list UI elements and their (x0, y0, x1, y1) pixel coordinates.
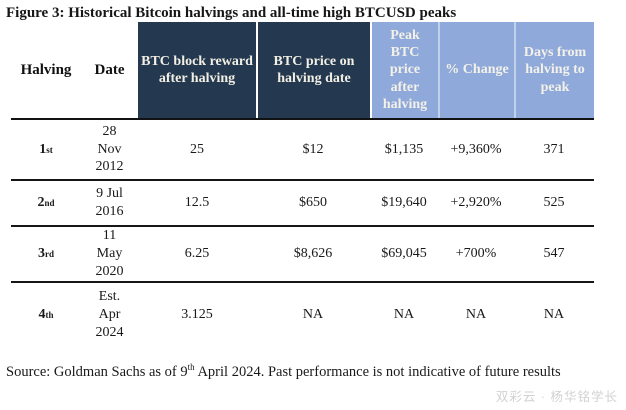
halving-price-value: $650 (299, 195, 327, 210)
ordinal-number: 1 (39, 141, 47, 157)
block-reward-value: 6.25 (184, 246, 210, 261)
halving-date: 28 Nov 2012 (95, 123, 124, 175)
halving-price-value: $12 (302, 141, 324, 157)
col-header-block-reward: BTC block reward after halving (138, 22, 256, 118)
source-text-suffix: April 2024. Past performance is not indi… (194, 364, 561, 380)
halvings-table: Halving Date BTC block reward after halv… (11, 22, 594, 347)
col-header-days-to-peak: Days from halving to peak (514, 22, 594, 118)
days-to-peak-value: 525 (543, 195, 565, 210)
block-reward-value: 25 (190, 141, 204, 157)
halving-date: 11 May 2020 (95, 228, 124, 279)
pct-change-value: +9,360% (450, 141, 502, 157)
ordinal-number: 3 (38, 246, 45, 261)
col-header-halving-price: BTC price on halving date (256, 22, 370, 118)
peak-price-value: $1,135 (384, 141, 424, 157)
watermark-text: 双彩云 · 杨华铭学长 (495, 390, 618, 404)
pct-change-value: +2,920% (450, 195, 502, 210)
days-to-peak-value: 371 (543, 141, 565, 157)
halving-price-value: NA (302, 307, 324, 322)
col-header-peak-price: Peak BTC price after halving (370, 22, 438, 118)
source-note: Source: Goldman Sachs as of 9th April 20… (6, 362, 606, 382)
figure-title: Figure 3: Historical Bitcoin halvings an… (6, 5, 457, 21)
header-divider-rule (11, 118, 594, 120)
days-to-peak-value: 547 (543, 246, 565, 261)
pct-change-value: +700% (455, 246, 497, 261)
col-header-date: Date (94, 61, 125, 78)
peak-price-value: NA (393, 307, 415, 322)
ordinal-number: 4 (38, 307, 46, 322)
block-reward-value: 12.5 (184, 195, 210, 210)
ordinal-number: 2 (37, 195, 45, 210)
block-reward-value: 3.125 (181, 307, 213, 322)
days-to-peak-value: NA (543, 307, 565, 322)
halving-price-value: $8,626 (293, 246, 333, 261)
source-text-prefix: Source: Goldman Sachs as of 9 (6, 364, 188, 380)
halving-date: Est. Apr 2024 (95, 289, 124, 340)
halving-date: 9 Jul 2016 (95, 186, 124, 219)
col-header-halving: Halving (20, 61, 72, 78)
source-ordinal-suffix: th (187, 362, 195, 373)
col-header-pct-change: % Change (438, 22, 514, 118)
peak-price-value: $19,640 (381, 195, 427, 210)
pct-change-value: NA (465, 307, 487, 322)
table-header-row: Halving Date BTC block reward after halv… (11, 22, 594, 118)
peak-price-value: $69,045 (381, 246, 427, 261)
